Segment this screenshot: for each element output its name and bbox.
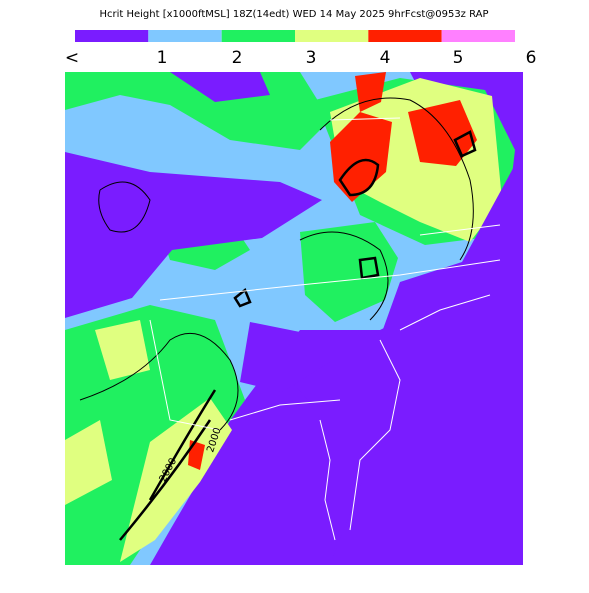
- legend-swatch: [75, 30, 149, 42]
- legend-label: 1: [157, 48, 168, 68]
- legend-label: 5: [453, 48, 464, 68]
- contour: [358, 256, 380, 280]
- field-region: [65, 420, 112, 505]
- legend-label: 2: [232, 48, 243, 68]
- field-region: [330, 112, 392, 202]
- legend-label: 4: [380, 48, 391, 68]
- field-region: [95, 320, 150, 380]
- legend-swatch: [148, 30, 222, 42]
- field-region: [120, 398, 232, 562]
- contour: [453, 130, 477, 158]
- field-region: [282, 150, 523, 565]
- legend-swatch: [368, 30, 442, 42]
- legend-label: 6: [526, 48, 537, 68]
- legend-swatch: [441, 30, 515, 42]
- field-region: [65, 152, 322, 318]
- legend: <1 2 3 4 5 6: [65, 30, 537, 68]
- title: Hcrit Height [x1000ftMSL] 18Z(14edt) WED…: [99, 9, 488, 20]
- field-region: [300, 222, 398, 322]
- contour: [79, 332, 239, 431]
- contour: [299, 231, 389, 321]
- contour: [319, 97, 474, 261]
- legend-label: 3: [306, 48, 317, 68]
- contour: [338, 158, 380, 197]
- contour: [119, 389, 217, 541]
- contour: [233, 287, 252, 308]
- legend-swatch: [295, 30, 369, 42]
- legend-label: <: [65, 48, 79, 68]
- field-region: [170, 72, 270, 102]
- legend-swatch: [221, 30, 295, 42]
- coastline: [319, 294, 491, 541]
- border: [149, 117, 501, 431]
- field-region: [240, 322, 330, 392]
- contour: [98, 181, 151, 233]
